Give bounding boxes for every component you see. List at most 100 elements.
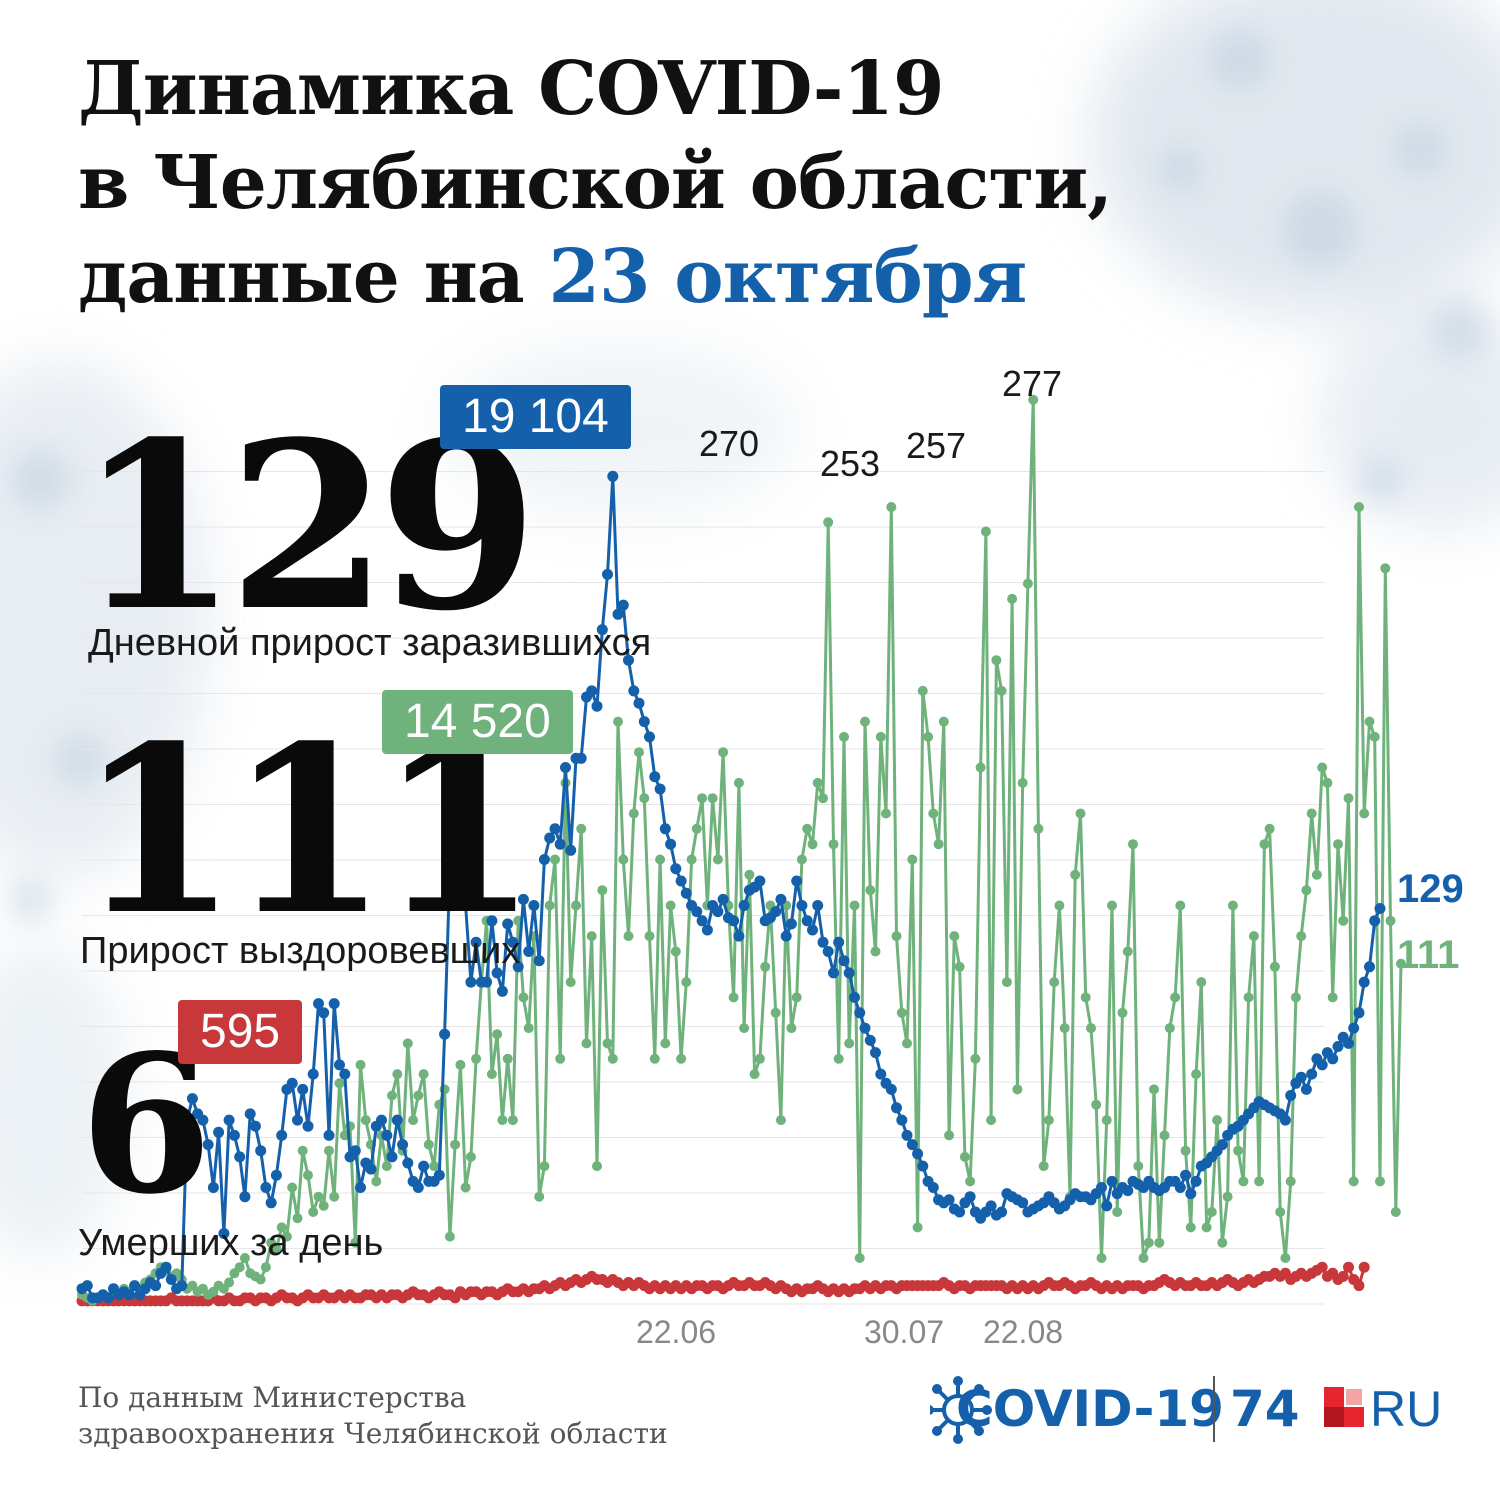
recovered-point: [807, 839, 818, 850]
recovered-point: [318, 1200, 329, 1211]
recovered-point: [634, 747, 644, 758]
cases-point: [481, 976, 493, 988]
recovered-point: [450, 1139, 461, 1150]
cases-point: [791, 875, 803, 887]
recovered-label: Прирост выздоровевших: [80, 930, 521, 972]
recovered-point: [1343, 793, 1354, 804]
deaths-label: Умерших за день: [78, 1222, 384, 1264]
cases-point: [912, 1148, 924, 1160]
recovered-point: [875, 731, 886, 742]
recovered-point: [1096, 1253, 1107, 1263]
cases-point: [538, 854, 550, 865]
recovered-point: [1327, 992, 1338, 1003]
cases-point: [386, 1151, 398, 1163]
cases-point: [339, 1068, 351, 1080]
cases-total-badge: 19 104: [440, 385, 631, 449]
cases-point: [1174, 1182, 1186, 1193]
recovered-point: [676, 1053, 687, 1064]
recovered-point: [586, 931, 597, 942]
cases-point: [213, 1126, 225, 1138]
cases-point: [560, 762, 571, 773]
recovered-point: [607, 1053, 618, 1064]
cases-point: [470, 936, 482, 948]
cases-point: [328, 998, 340, 1010]
cases-point: [318, 1007, 330, 1019]
recovered-point: [613, 716, 623, 727]
recovered-point: [1396, 958, 1406, 969]
cases-point: [833, 936, 845, 948]
recovered-point: [670, 946, 681, 957]
recovered-point: [833, 1053, 844, 1064]
recovered-point: [1107, 900, 1117, 911]
recovered-point: [854, 1253, 865, 1263]
deaths-point: [1337, 1270, 1349, 1282]
chart-annotations: 270 253 257 277 129 111: [699, 363, 1464, 977]
recovered-point: [1054, 900, 1065, 911]
cases-point: [1096, 1182, 1107, 1193]
cases-point: [307, 1068, 319, 1080]
logo-divider: [1213, 1376, 1215, 1442]
peak-annotation: 270: [699, 423, 759, 464]
recovered-point: [544, 900, 555, 911]
recovered-point: [313, 1191, 324, 1202]
cases-end-label: 129: [1397, 867, 1464, 911]
recovered-point: [350, 1237, 361, 1248]
cases-point: [1216, 1139, 1228, 1151]
recovered-point: [518, 992, 529, 1003]
cases-point: [565, 844, 577, 856]
cases-point: [654, 783, 666, 795]
cases-point: [696, 915, 708, 927]
cases-point: [349, 1145, 361, 1157]
recovered-point: [896, 1007, 907, 1018]
recovered-point: [933, 839, 944, 850]
recovered-point: [1243, 992, 1254, 1003]
cases-point: [207, 1182, 219, 1193]
recovered-point: [975, 762, 986, 773]
cases-point: [985, 1200, 997, 1212]
recovered-point: [334, 1078, 345, 1089]
cases-point: [165, 1274, 177, 1285]
cases-point: [843, 967, 855, 979]
recovered-point: [465, 1151, 476, 1162]
cases-point: [712, 906, 724, 918]
recovered-point: [255, 1274, 266, 1285]
recovered-point: [581, 1038, 592, 1049]
cases-point: [512, 961, 524, 973]
recovered-point: [791, 992, 802, 1003]
cases-point: [849, 991, 860, 1003]
cases-point: [738, 900, 750, 911]
recovered-point: [1217, 1237, 1228, 1248]
logo-covid-text: COVID-19: [956, 1380, 1224, 1438]
cases-point: [150, 1280, 162, 1292]
recovered-point: [1248, 931, 1259, 942]
deaths-total-badge: 595: [178, 1000, 303, 1064]
cases-point: [297, 1083, 309, 1095]
recovered-point: [823, 517, 834, 528]
recovered-point: [355, 1059, 366, 1070]
recovered-point: [917, 685, 928, 696]
cases-point: [785, 918, 797, 930]
cases-point: [433, 1169, 445, 1181]
recovered-point: [1259, 839, 1270, 850]
recovered-point: [1059, 1023, 1070, 1034]
cases-point: [276, 1129, 288, 1141]
recovered-point: [1390, 1207, 1401, 1217]
cases-point: [675, 875, 687, 887]
recovered-point: [271, 1243, 282, 1254]
recovered-point: [1001, 977, 1012, 988]
recovered-point: [686, 854, 697, 865]
cases-point: [602, 568, 613, 580]
cases-point: [376, 1114, 387, 1126]
recovered-point: [1159, 1130, 1170, 1141]
cases-point: [638, 716, 650, 728]
cases-point: [186, 1093, 198, 1105]
recovered-point: [681, 977, 692, 988]
cases-point: [870, 1047, 881, 1059]
recovered-point: [371, 1176, 382, 1187]
recovered-point: [281, 1231, 292, 1242]
cases-point: [1106, 1175, 1118, 1187]
recovered-point: [1149, 1084, 1159, 1095]
cases-point: [1374, 903, 1386, 914]
cases-point: [102, 1292, 114, 1304]
cases-point: [617, 599, 629, 611]
